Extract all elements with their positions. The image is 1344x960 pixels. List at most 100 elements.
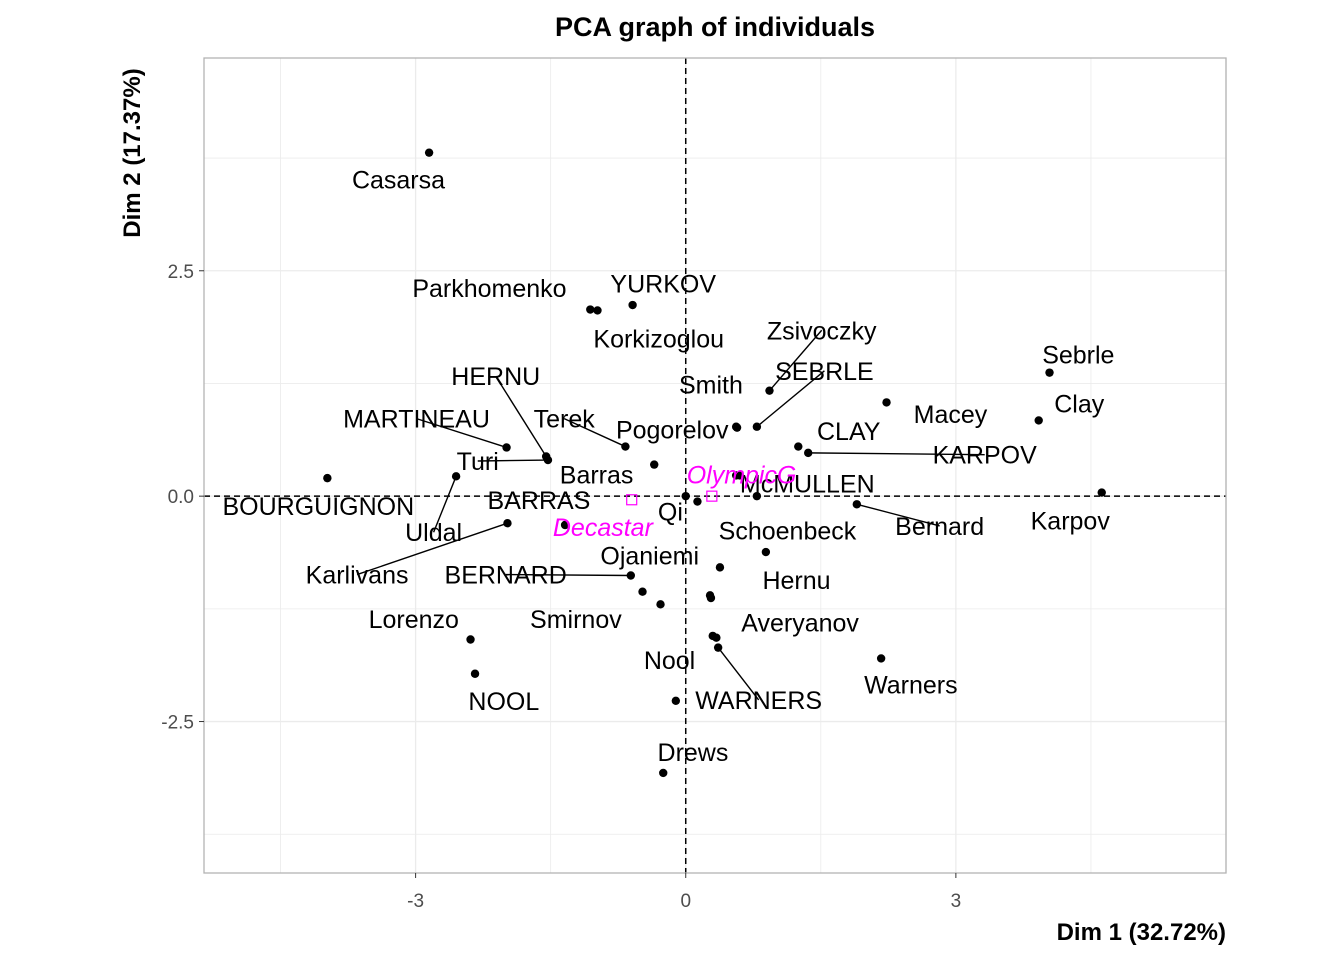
point-uldal — [451, 472, 461, 481]
label-martineau: MARTINEAU — [343, 406, 490, 434]
label-warners: WARNERS — [695, 687, 822, 715]
point-qi — [693, 497, 702, 506]
label-smith: Smith — [679, 371, 743, 399]
segment-warners — [717, 647, 760, 701]
x-tick-label: -3 — [407, 891, 424, 912]
label-nool: NOOL — [468, 688, 539, 716]
chart-title: PCA graph of individuals — [555, 12, 875, 42]
y-tick-label: -2.5 — [161, 713, 194, 734]
label-karpov: KARPOV — [933, 442, 1038, 470]
label-casarsa: Casarsa — [352, 167, 445, 195]
segment-martineau — [416, 417, 507, 449]
segment-karpov — [808, 452, 985, 456]
point-terek — [621, 442, 630, 451]
sup-label-olympicg: OlympicG — [687, 462, 797, 490]
segment-karlivans — [356, 522, 508, 576]
label-clay-2: CLAY — [817, 418, 881, 446]
label-turi: Turi — [457, 448, 499, 476]
label-bourguignon: BOURGUIGNON — [223, 493, 415, 521]
point-bernard — [852, 500, 862, 509]
label-barras: Barras — [560, 462, 634, 490]
label-schoenbeck: Schoenbeck — [719, 517, 857, 545]
segment-terek — [563, 417, 626, 448]
segment-uldal — [432, 476, 457, 533]
sup-point-olympicg — [706, 490, 718, 502]
point-zsivoczky — [765, 386, 774, 395]
point-nool — [470, 669, 480, 678]
label-sebrle: SEBRLE — [775, 358, 874, 386]
label-zsivoczky: Zsivoczky — [767, 317, 877, 345]
segment-hernu — [495, 375, 547, 457]
label-hernu: Hernu — [762, 567, 830, 595]
sup-label-decastar: Decastar — [553, 514, 655, 542]
point-hernu-2 — [735, 471, 744, 480]
label-karlivans: Karlivans — [306, 562, 409, 590]
y-tick-label: 2.5 — [168, 262, 194, 283]
point-karpov — [1097, 488, 1106, 497]
point-zsivoczky — [705, 591, 715, 600]
point-parkhomenko — [586, 305, 595, 314]
y-axis-title: Dim 2 (17.37%) — [119, 68, 146, 237]
point-hernu — [761, 547, 771, 557]
point-macey-2 — [681, 491, 690, 501]
point-barras — [650, 460, 659, 469]
segment-bernard — [856, 503, 940, 527]
label-sebrle: Sebrle — [1042, 342, 1114, 370]
segment-zsivoczky — [768, 329, 823, 392]
label-yurkov: YURKOV — [610, 270, 716, 298]
label-averyanov: Averyanov — [741, 609, 859, 637]
label-segments — [356, 329, 985, 701]
label-hernu: HERNU — [451, 363, 540, 391]
y-tick-label: 0.0 — [168, 487, 194, 508]
point-averyanov — [712, 633, 721, 642]
point-ojaniemi — [638, 587, 647, 596]
point-macey — [882, 398, 891, 407]
sup-point-decastar — [626, 494, 638, 506]
label-terek: Terek — [534, 406, 596, 434]
label-pogorelov: Pogorelov — [616, 416, 729, 444]
label-macey: Macey — [914, 401, 988, 429]
label-ojaniemi: Ojaniemi — [600, 543, 699, 571]
point-bernard — [626, 571, 636, 580]
point-smirnov — [656, 600, 665, 609]
label-smirnov: Smirnov — [530, 606, 622, 634]
data-points — [323, 148, 1106, 778]
panel-border — [203, 57, 1227, 874]
point-yurkov — [628, 300, 637, 310]
point-warners — [876, 654, 886, 663]
reference-lines — [204, 58, 1226, 873]
point-sebrle — [1045, 368, 1054, 377]
label-korkizoglou: Korkizoglou — [593, 325, 724, 353]
point-bourguignon — [323, 473, 332, 483]
point-barras — [560, 520, 570, 530]
y-axis-ticks: -2.5 0.0 2.5 — [161, 262, 204, 734]
x-axis-title: Dim 1 (32.72%) — [1057, 919, 1226, 946]
point-karlivans — [503, 518, 512, 528]
x-axis-ticks: -3 0 3 — [407, 873, 961, 912]
label-mcmullen: McMULLEN — [740, 471, 875, 499]
point-drews — [659, 768, 668, 778]
label-qi: Qi — [658, 498, 683, 526]
point-warners — [713, 643, 723, 652]
point-clay-2 — [794, 442, 803, 451]
point-sebrle — [752, 422, 762, 431]
point-martineau — [502, 443, 511, 452]
point-hernu — [541, 452, 551, 461]
point-clay — [1034, 416, 1043, 425]
label-bernard: Bernard — [895, 513, 984, 541]
label-nool: Nool — [644, 647, 695, 675]
label-clay: Clay — [1054, 390, 1105, 418]
point-lorenzo — [466, 635, 475, 644]
point-korkizoglou — [593, 306, 602, 315]
label-drews: Drews — [658, 739, 729, 767]
x-tick-label: 0 — [680, 891, 691, 912]
point-clay — [752, 491, 762, 501]
label-bernard: BERNARD — [445, 562, 567, 590]
point-karpov — [803, 448, 813, 458]
label-parkhomenko: Parkhomenko — [412, 275, 566, 303]
segment-turi — [477, 459, 548, 462]
label-lorenzo: Lorenzo — [369, 606, 459, 634]
point-smith — [732, 423, 742, 432]
point-casarsa — [424, 148, 434, 157]
